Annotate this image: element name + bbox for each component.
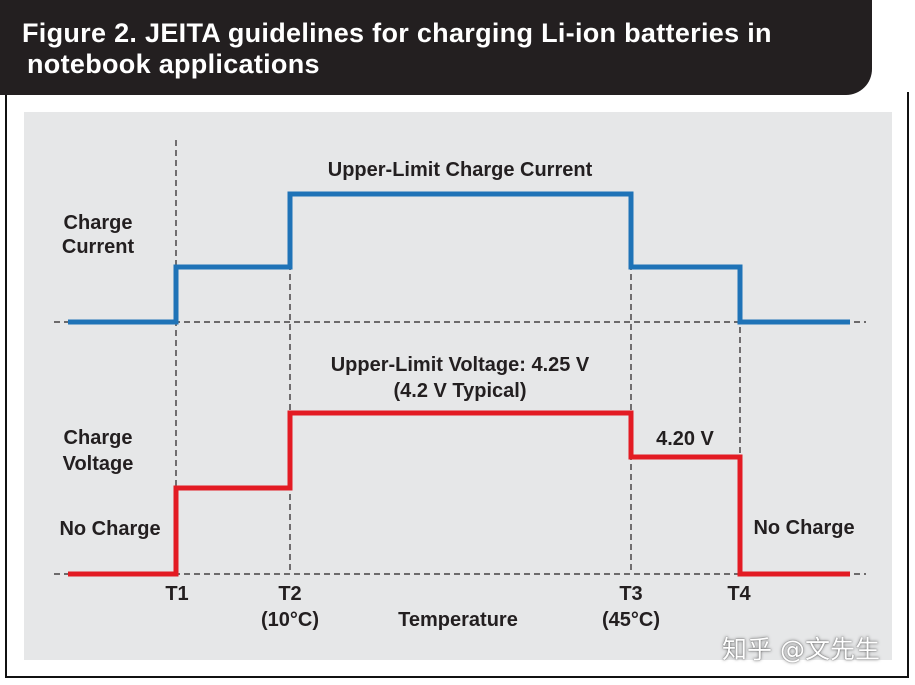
figure-frame (5, 92, 909, 678)
jeita-diagram: Charge Current Upper-Limit Charge Curren… (54, 140, 866, 631)
no-charge-left-label: No Charge (59, 518, 160, 540)
charge-voltage-label-2: Voltage (63, 453, 134, 475)
tick-t2-label: T2 (278, 583, 301, 605)
tick-t1-label: T1 (165, 583, 188, 605)
charge-current-label-2: Current (62, 236, 135, 258)
upper-limit-voltage-label-1: Upper-Limit Voltage: 4.25 V (331, 354, 590, 376)
charge-voltage-label-1: Charge (64, 427, 133, 449)
charge-voltage-line (68, 410, 850, 577)
tick-t3-temp: (45°C) (602, 609, 660, 631)
diagram-panel: Charge Current Upper-Limit Charge Curren… (24, 112, 892, 660)
charge-current-label-1: Charge (64, 212, 133, 234)
no-charge-right-label: No Charge (753, 517, 854, 539)
tick-t4-label: T4 (727, 583, 751, 605)
title-bar: Figure 2. JEITA guidelines for charging … (0, 0, 872, 95)
figure-title: Figure 2. JEITA guidelines for charging … (22, 18, 852, 80)
voltage-step-label: 4.20 V (656, 428, 714, 450)
x-axis-label: Temperature (398, 609, 518, 631)
upper-limit-current-label: Upper-Limit Charge Current (328, 159, 593, 181)
figure-title-line-1: Figure 2. JEITA guidelines for charging … (22, 18, 772, 48)
tick-t2-temp: (10°C) (261, 609, 319, 631)
watermark: 知乎 @文先生 (722, 635, 880, 664)
figure-title-line-2: notebook applications (27, 49, 320, 79)
upper-limit-voltage-label-2: (4.2 V Typical) (393, 380, 526, 402)
charge-current-line (68, 191, 850, 325)
tick-t3-label: T3 (619, 583, 642, 605)
